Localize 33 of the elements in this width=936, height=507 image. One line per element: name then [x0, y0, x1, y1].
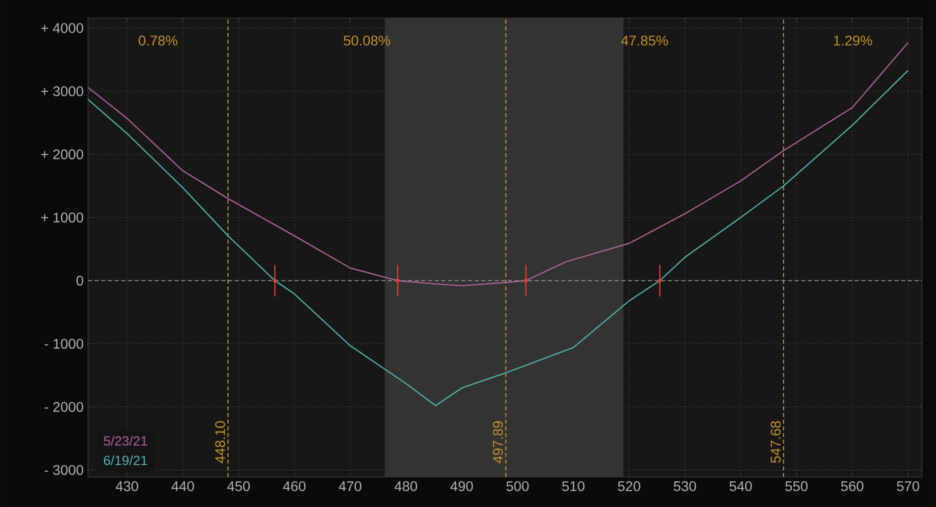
annotation: 1.29% — [834, 36, 872, 46]
line-series — [87, 70, 909, 406]
text: 5/23/21 — [104, 436, 148, 446]
x-tick-label: 440 — [171, 481, 194, 492]
x-tick-label: 510 — [562, 481, 584, 492]
annotation: 50.08% — [344, 36, 390, 46]
x-tick-label: 570 — [896, 481, 920, 492]
y-tick-label: - 2000 — [44, 402, 84, 412]
annotation: 47.85% — [621, 36, 668, 46]
y-tick-label: + 3000 — [41, 86, 84, 96]
x-tick-label: 450 — [227, 481, 250, 492]
x-tick-label: 500 — [506, 481, 529, 492]
x-tick-label: 540 — [730, 481, 752, 492]
ref-line-label: 497.89 — [492, 421, 503, 464]
x-tick-label: 470 — [338, 481, 362, 492]
y-tick-label: + 1000 — [41, 212, 84, 222]
x-tick-label: 480 — [394, 481, 418, 492]
y-tick-label: - 3000 — [44, 465, 84, 476]
text: 6/19/21 — [104, 455, 148, 466]
x-tick-label: 560 — [841, 481, 864, 492]
x-tick-label: 430 — [116, 481, 138, 492]
y-tick-label: - 1000 — [44, 338, 84, 349]
y-tick-label: + 2000 — [41, 149, 84, 160]
x-tick-label: 530 — [674, 481, 696, 492]
y-tick-label: + 4000 — [41, 23, 84, 34]
x-tick-label: 460 — [283, 481, 306, 492]
ref-line-label: 547.68 — [770, 421, 781, 463]
x-tick-label: 520 — [618, 481, 640, 492]
ref-line-label: 448.10 — [215, 421, 226, 464]
annotation: 0.78% — [138, 36, 178, 46]
x-tick-label: 490 — [450, 481, 473, 492]
y-tick-label: 0 — [76, 276, 84, 286]
x-tick-label: 550 — [785, 481, 808, 492]
